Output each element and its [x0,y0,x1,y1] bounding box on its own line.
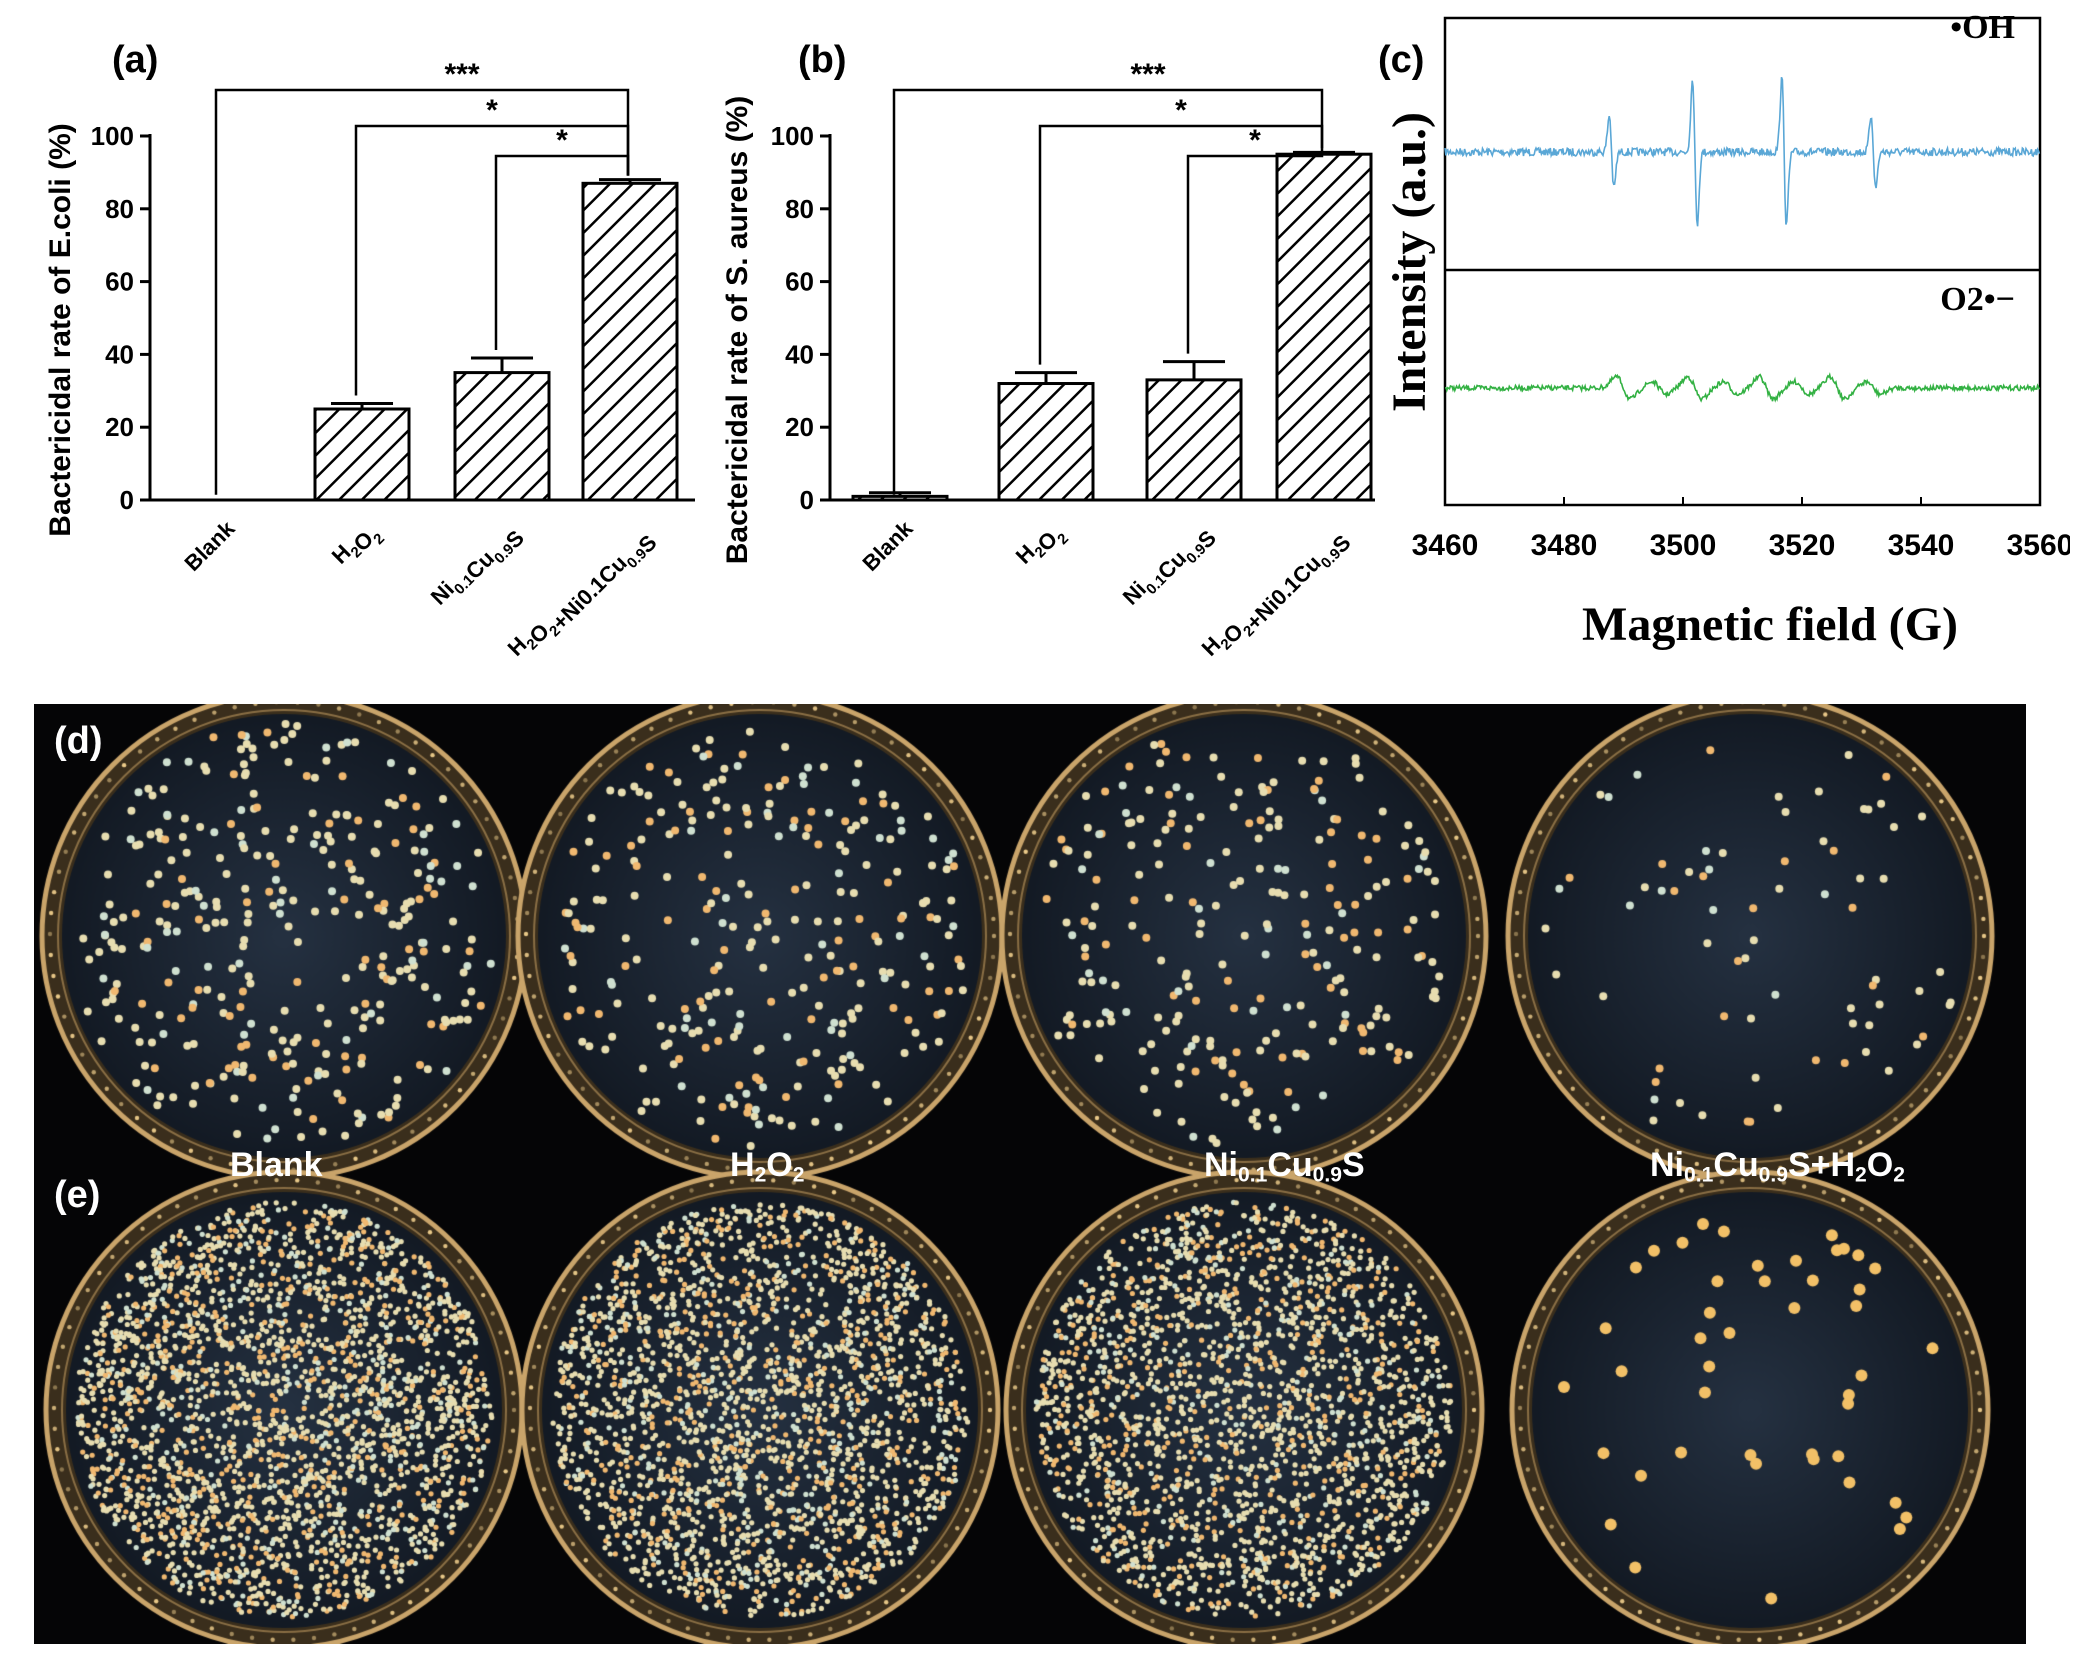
y-tick-label: 20 [105,412,134,442]
bar [997,382,1095,502]
y-tick-label: 80 [105,194,134,224]
bar [851,494,949,502]
series-o2-line [1444,372,2041,403]
bar [581,181,679,502]
significance-label: *** [1130,58,1165,91]
y-axis-label: Bactericidal rate of E.coli (%) [44,123,77,536]
significance-label: * [1249,124,1261,157]
y-tick-label: 40 [785,339,814,369]
panel-label-e: (e) [54,1174,101,1216]
x-tick-label: H2O2 [327,516,388,577]
significance-bracket [1186,148,1324,354]
plot-frame [1443,16,2042,507]
series-oh-line [1444,76,2041,227]
y-tick-label: 80 [785,194,814,224]
plate-label-h2o2: H2O2 [730,1146,805,1187]
x-tick-label: 3460 [1412,529,1479,562]
chart-s-aureus: (b) 0 20 40 60 80 100 Blank H2O2 Ni0.1Cu0.9SH2O2… [721,39,1375,675]
significance-bracket [892,88,1324,495]
x-axis-label: Magnetic field (G) [1582,598,1958,651]
y-axis-label-visible: Intensity (a.u.) [1383,112,1436,412]
x-tick-label: Ni0.1Cu0.9S [426,516,529,619]
x-tick-label: 3560 [2007,529,2070,562]
x-tick-label: Blank [857,515,918,576]
y-tick-label: 0 [800,485,814,515]
chart-epr: (c) 3460 3480 3500 3520 3540 3560 Magnetic fi… [1378,9,2070,651]
y-axis-label: Bactericidal rate of S. aureus (%) [721,96,754,565]
series-label-o2: O2•− [1940,281,2015,318]
significance-label: * [1175,94,1187,127]
y-tick-label: 60 [785,267,814,297]
x-tick-label: Blank [179,515,240,576]
x-tick-label: H2O2 [1011,516,1072,577]
panel-label: (a) [112,39,158,81]
series-label-oh: •OH [1950,9,2015,46]
significance-bracket [494,154,630,351]
x-tick-label: H2O2+Ni0.1Cu0.9S [503,516,662,675]
petri-dish-canvas [34,704,2026,1644]
significance-label: * [486,94,498,127]
y-tick-label: 60 [105,267,134,297]
y-tick-label: 40 [105,339,134,369]
plate-label-nicus: Ni0.1Cu0.9S [1204,1146,1365,1187]
panel-label: (c) [1378,39,1424,81]
y-tick-label: 0 [120,485,134,515]
significance-bracket [1038,124,1324,365]
panel-label-d: (d) [54,720,103,762]
y-tick-label: 20 [785,412,814,442]
x-tick-label: 3500 [1650,529,1717,562]
bar [313,407,411,502]
bar [1275,152,1373,502]
x-tick-label: 3480 [1531,529,1598,562]
x-tick-label: H2O2+Ni0.1Cu0.9S [1197,516,1356,675]
chart-e-coli: (a) 0 20 40 60 80 100 Blank H2O2 Ni0.1Cu0.9SH2O2… [44,39,695,675]
bar [1145,378,1243,502]
x-tick-label: Ni0.1Cu0.9S [1118,516,1221,619]
significance-bracket [354,124,630,396]
y-tick-label: 100 [91,121,134,151]
petri-dish-photos: (d) (e) Blank H2O2 Ni0.1Cu0.9S Ni0.1Cu0.… [34,704,2026,1644]
significance-label: * [556,124,568,157]
x-tick-label: 3540 [1888,529,1955,562]
plate-label-nicus-h2o2: Ni0.1Cu0.9S+H2O2 [1650,1146,1905,1187]
panel-label: (b) [798,39,847,81]
bar [453,371,551,502]
plate-label-blank: Blank [230,1146,323,1184]
x-tick-label: 3520 [1769,529,1836,562]
y-tick-label: 100 [771,121,814,151]
significance-label: *** [444,58,479,91]
